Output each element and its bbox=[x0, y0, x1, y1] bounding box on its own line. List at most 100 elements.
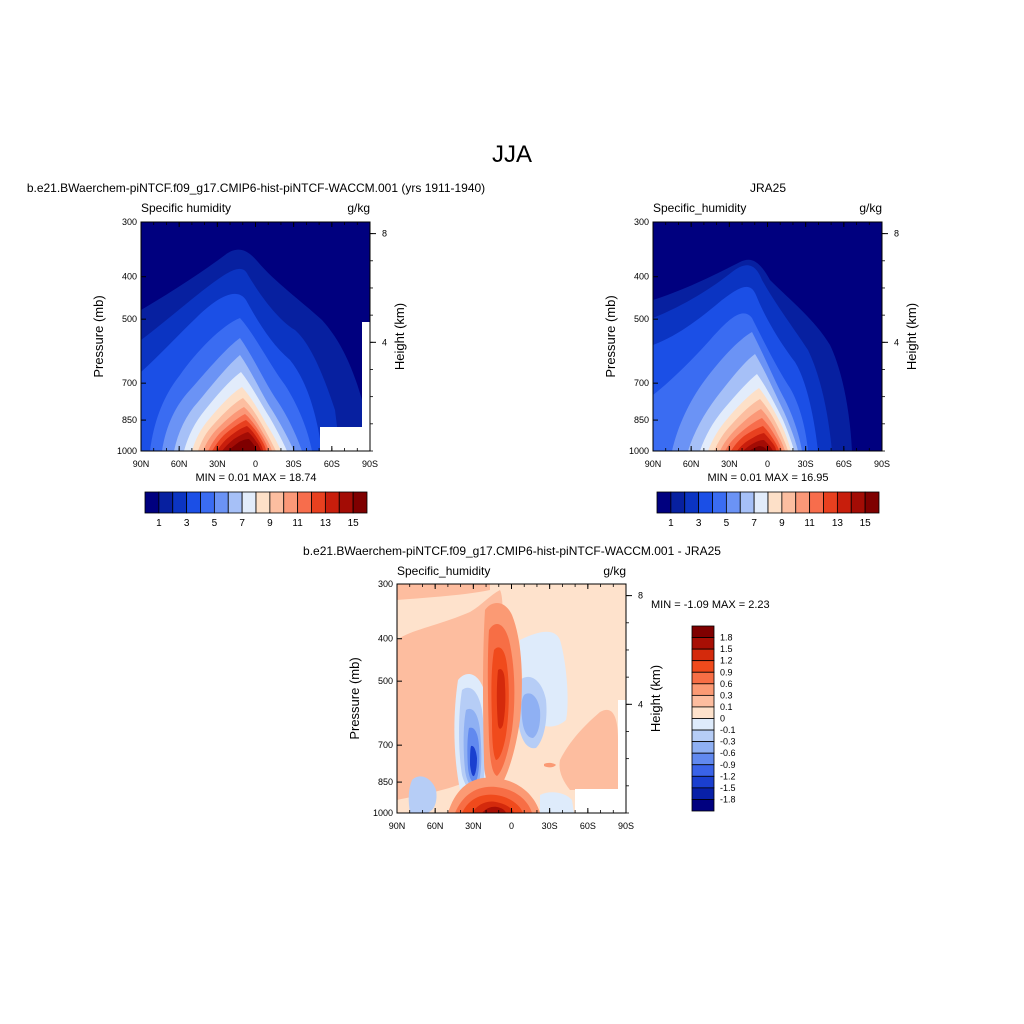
colorbar-swatch bbox=[324, 491, 340, 514]
colorbar-label: 3 bbox=[696, 518, 702, 529]
y-tick-label: 850 bbox=[634, 415, 649, 425]
x-tick-label: 60N bbox=[171, 459, 188, 469]
y-tick-label: 700 bbox=[634, 378, 649, 388]
colorbar-swatch bbox=[691, 706, 715, 719]
panel-model: b.e21.BWaerchem-piNTCF.f09_g17.CMIP6-his… bbox=[27, 181, 485, 529]
panel-obs-contour-field bbox=[653, 222, 882, 451]
colorbar-label: 13 bbox=[320, 518, 332, 529]
panel-model-units-label: g/kg bbox=[347, 201, 370, 215]
colorbar-swatch bbox=[691, 752, 715, 766]
panel-model-variable-label: Specific humidity bbox=[141, 201, 231, 215]
panel-obs-stats: MIN = 0.01 MAX = 16.95 bbox=[707, 472, 828, 484]
colorbar-swatch bbox=[753, 491, 769, 514]
colorbar-label: 9 bbox=[267, 518, 273, 529]
colorbar-swatch bbox=[691, 729, 715, 743]
x-tick-label: 30S bbox=[286, 459, 302, 469]
contour-level-16 bbox=[749, 446, 767, 451]
x-tick-label: 60S bbox=[324, 459, 340, 469]
colorbar-swatch bbox=[691, 660, 715, 673]
y2-axis-label: Height (km) bbox=[392, 303, 407, 370]
colorbar-label: 1 bbox=[156, 518, 162, 529]
y-axis-label: Pressure (mb) bbox=[347, 657, 362, 739]
colorbar-swatch bbox=[186, 491, 201, 514]
colorbar-swatch bbox=[691, 741, 715, 754]
colorbar-label: 5 bbox=[212, 518, 218, 529]
y-tick-label: 1000 bbox=[629, 446, 649, 456]
y2-tick-label: 4 bbox=[638, 699, 643, 709]
colorbar-swatch bbox=[809, 491, 824, 514]
colorbar-label: 11 bbox=[804, 518, 815, 529]
colorbar-label: 7 bbox=[239, 518, 245, 529]
panel-diff-variable-label: Specific_humidity bbox=[397, 564, 490, 578]
colorbar-swatch bbox=[656, 491, 672, 514]
x-tick-label: 90S bbox=[618, 821, 634, 831]
colorbar-swatch bbox=[213, 491, 229, 514]
colorbar-swatch bbox=[684, 491, 700, 514]
panel-obs-axes: 90N 60N 30N 0 30S 60S 90S 300 400 500 700 850 1000 8 4… bbox=[603, 217, 919, 469]
y-tick-label: 850 bbox=[122, 415, 137, 425]
panel-diff-units-label: g/kg bbox=[603, 564, 626, 578]
panel-obs-units-label: g/kg bbox=[859, 201, 882, 215]
y2-tick-label: 8 bbox=[894, 229, 899, 239]
colorbar-label: 0 bbox=[720, 714, 725, 724]
panel-obs-variable-label: Specific_humidity bbox=[653, 201, 746, 215]
y2-axis-label: Height (km) bbox=[904, 303, 919, 370]
panel-diff-missing-data-edge bbox=[618, 700, 626, 789]
colorbar-swatch bbox=[823, 491, 838, 514]
colorbar-label: 1.5 bbox=[720, 644, 733, 654]
page-title: JJA bbox=[492, 141, 532, 168]
colorbar-swatch bbox=[691, 799, 715, 812]
colorbar-swatch bbox=[311, 491, 326, 514]
y-tick-label: 700 bbox=[378, 740, 393, 750]
colorbar-swatch bbox=[767, 491, 783, 514]
colorbar-label: 0.9 bbox=[720, 667, 733, 677]
colorbar-swatch bbox=[850, 491, 866, 514]
y-tick-label: 500 bbox=[378, 676, 393, 686]
y-tick-label: 1000 bbox=[117, 446, 137, 456]
panel-model-stats: MIN = 0.01 MAX = 18.74 bbox=[195, 472, 316, 484]
colorbar-label: 11 bbox=[292, 518, 303, 529]
colorbar-swatch bbox=[241, 491, 257, 514]
colorbar-label: 0.1 bbox=[720, 702, 733, 712]
y-tick-label: 1000 bbox=[373, 808, 393, 818]
panel-model-colorbar: 1 3 5 7 9 11 13 15 bbox=[144, 491, 368, 529]
colorbar-swatch bbox=[172, 491, 188, 514]
colorbar-swatch bbox=[283, 491, 299, 514]
colorbar-label: -1.2 bbox=[720, 771, 736, 781]
x-tick-label: 60N bbox=[427, 821, 444, 831]
x-tick-label: 30N bbox=[209, 459, 226, 469]
y-tick-label: 400 bbox=[634, 272, 649, 282]
y-tick-label: 400 bbox=[122, 272, 137, 282]
panel-model-missing-data-edge bbox=[362, 322, 370, 427]
x-tick-label: 90S bbox=[874, 459, 890, 469]
contour-level-16 bbox=[228, 439, 257, 451]
y-tick-label: 850 bbox=[378, 777, 393, 787]
colorbar-swatch bbox=[725, 491, 741, 514]
colorbar-swatch bbox=[670, 491, 686, 514]
x-tick-label: 60N bbox=[683, 459, 700, 469]
y-tick-label: 700 bbox=[122, 378, 137, 388]
x-tick-label: 90N bbox=[645, 459, 662, 469]
contour-diff-negative-0.6 bbox=[521, 693, 541, 738]
x-tick-label: 60S bbox=[580, 821, 596, 831]
contour-diff-negative-1.2 bbox=[470, 745, 477, 777]
panel-model-missing-data bbox=[320, 427, 370, 451]
contour-diff-positive-1.8 bbox=[482, 806, 506, 813]
x-tick-label: 0 bbox=[253, 459, 258, 469]
y-tick-label: 300 bbox=[122, 217, 137, 227]
colorbar-swatch bbox=[352, 491, 368, 514]
colorbar-label: 1.8 bbox=[720, 633, 733, 643]
panel-diff-title: b.e21.BWaerchem-piNTCF.f09_g17.CMIP6-his… bbox=[303, 544, 721, 558]
colorbar-swatch bbox=[781, 491, 797, 514]
colorbar-swatch bbox=[269, 491, 285, 514]
x-tick-label: 30S bbox=[542, 821, 558, 831]
colorbar-label: 0.3 bbox=[720, 690, 733, 700]
y2-axis-label: Height (km) bbox=[648, 665, 663, 732]
colorbar-label: -1.8 bbox=[720, 794, 736, 804]
y2-tick-label: 8 bbox=[638, 591, 643, 601]
colorbar-swatch bbox=[698, 491, 713, 514]
colorbar-swatch bbox=[691, 787, 715, 800]
y2-tick-label: 8 bbox=[382, 229, 387, 239]
colorbar-label: 15 bbox=[860, 518, 872, 529]
